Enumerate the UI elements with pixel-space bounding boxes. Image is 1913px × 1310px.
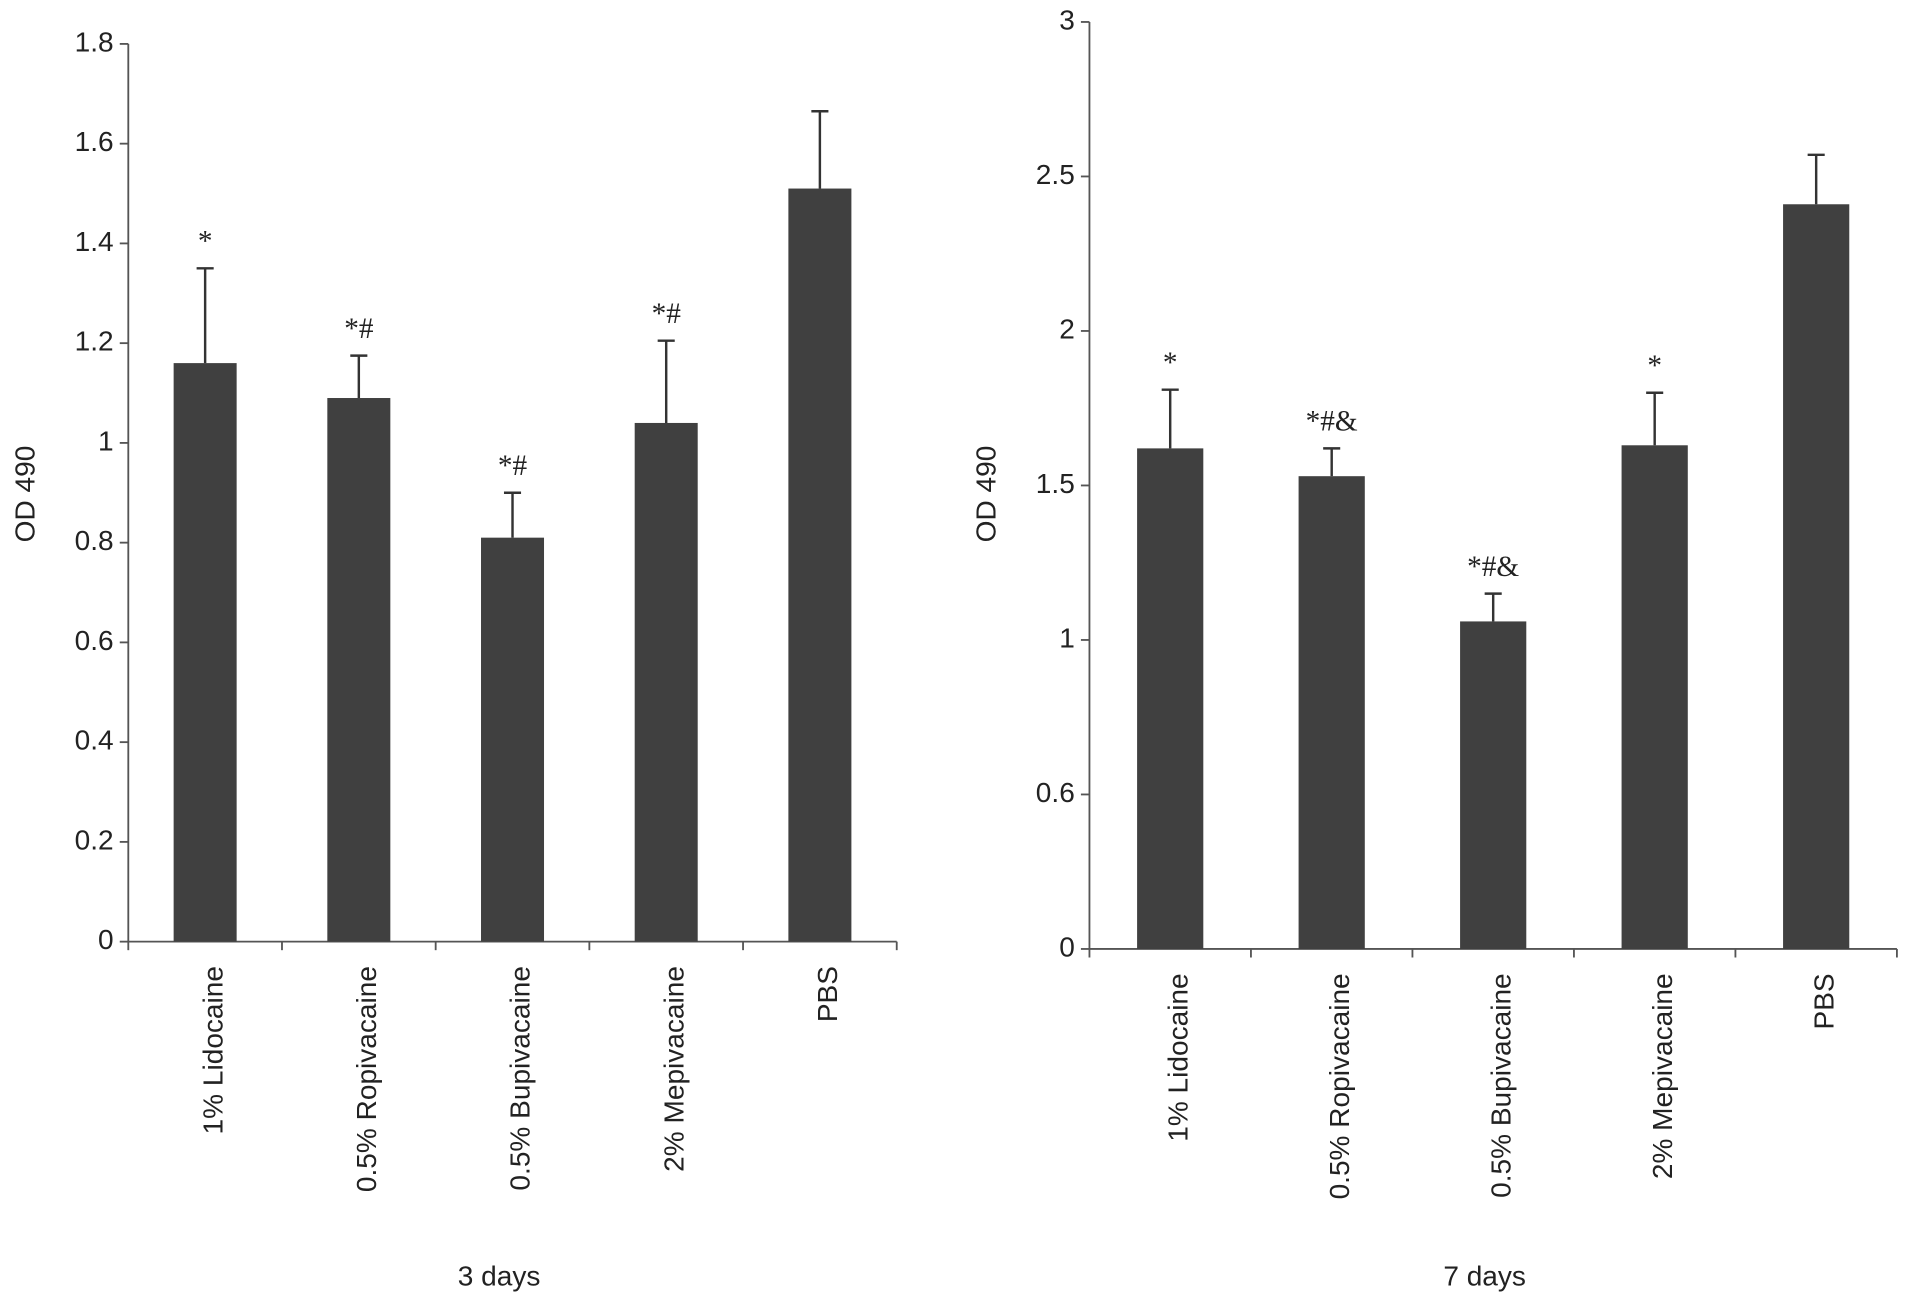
significance-label: *#& <box>1306 406 1358 438</box>
significance-label: * <box>1647 350 1662 382</box>
significance-label: *# <box>498 450 528 482</box>
y-tick-label: 2.5 <box>1036 159 1075 190</box>
y-tick-label: 1.5 <box>1036 468 1075 499</box>
bar <box>788 188 852 942</box>
x-tick-label: PBS <box>1808 973 1839 1029</box>
bar <box>634 422 698 942</box>
x-tick-label: 1% Lidocaine <box>197 966 228 1134</box>
y-tick-label: 0.6 <box>75 625 114 656</box>
bar <box>1298 476 1365 949</box>
x-axis-label: 3 days <box>458 1261 541 1292</box>
bar <box>1137 448 1204 949</box>
x-tick-label: 0.5% Ropivacaine <box>351 966 382 1192</box>
bar <box>327 398 391 942</box>
significance-label: * <box>198 226 213 258</box>
y-tick-label: 0.4 <box>75 725 114 756</box>
y-tick-label: 1 <box>1059 622 1075 653</box>
y-tick-label: 0 <box>1059 931 1075 962</box>
y-tick-label: 1.4 <box>75 226 114 257</box>
y-tick-label: 0.6 <box>1036 777 1075 808</box>
x-axis-label: 7 days <box>1443 1261 1526 1292</box>
y-tick-label: 1.6 <box>75 126 114 157</box>
y-axis-label: OD 490 <box>9 446 40 543</box>
y-tick-label: 1.8 <box>75 26 114 57</box>
significance-label: *#& <box>1467 551 1519 583</box>
y-tick-label: 1 <box>98 425 114 456</box>
y-tick-label: 0.2 <box>75 824 114 855</box>
x-tick-label: PBS <box>812 966 843 1022</box>
bar <box>1621 445 1688 949</box>
x-tick-label: 0.5% Ropivacaine <box>1324 973 1355 1199</box>
x-tick-label: 1% Lidocaine <box>1162 973 1193 1141</box>
significance-label: *# <box>344 313 374 345</box>
bar <box>173 363 237 942</box>
y-tick-label: 2 <box>1059 313 1075 344</box>
x-tick-label: 0.5% Bupivacaine <box>505 966 536 1191</box>
y-tick-label: 0 <box>98 924 114 955</box>
bar <box>481 537 545 942</box>
significance-label: * <box>1163 347 1178 379</box>
x-tick-label: 2% Mepivacaine <box>1647 973 1678 1179</box>
bar <box>1460 621 1527 949</box>
x-tick-label: 2% Mepivacaine <box>658 966 689 1172</box>
y-axis-label: OD 490 <box>971 446 1002 543</box>
significance-label: *# <box>652 298 682 330</box>
bar <box>1783 204 1850 949</box>
y-tick-label: 1.2 <box>75 326 114 357</box>
x-tick-label: 0.5% Bupivacaine <box>1485 973 1516 1198</box>
y-tick-label: 0.8 <box>75 525 114 556</box>
y-tick-label: 3 <box>1059 4 1075 35</box>
